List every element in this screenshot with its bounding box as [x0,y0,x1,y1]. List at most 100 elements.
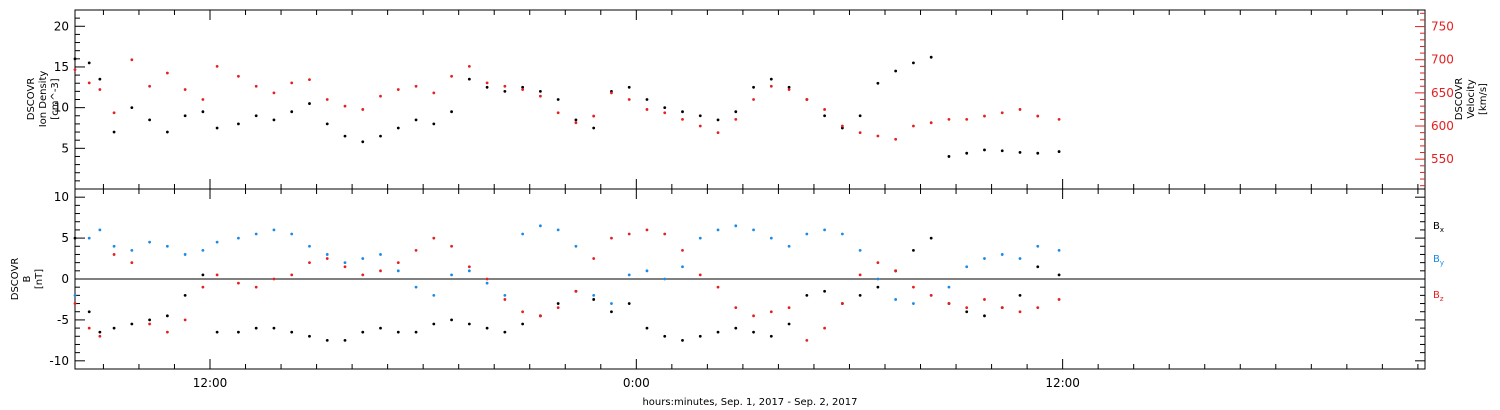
ion-density-point [361,140,365,144]
ion-density-point [379,134,382,138]
velocity-point [450,74,453,78]
by-point [485,281,489,285]
bx-point [752,330,755,334]
by-point [308,244,311,248]
by-point [361,257,365,260]
bz-point [983,298,986,301]
ion-density-point [627,85,631,89]
bz-point [432,236,436,240]
ion-density-point [165,130,169,134]
density-ylabel-line3: [cm^-3] [50,78,61,119]
bz-point [521,310,525,314]
by-point [215,240,219,244]
b-y-tick-label: 5 [61,231,69,245]
bz-point [450,244,453,248]
velocity-point [432,91,436,95]
ion-density-point [734,110,738,114]
velocity-y-tick-label: 550 [1431,152,1454,166]
bz-point [73,302,77,305]
bz-point [734,306,738,310]
velocity-point [237,74,240,78]
bz-point [130,261,134,265]
bx-point [681,338,684,342]
by-point [538,224,542,228]
velocity-point [787,88,791,91]
bx-point [521,322,525,326]
b-ylabel-line1: DSCOVR [10,258,21,301]
by-point [272,228,276,232]
by-point [379,253,382,256]
bx-point [823,289,827,293]
ion-density-point [485,85,489,89]
by-point [130,248,134,252]
ion-density-point [592,126,596,130]
velocity-ylabel-line1: DSCOVR [1454,78,1465,121]
bz-point [645,228,649,232]
ion-density-point [876,81,880,85]
ion-density-point [1000,149,1004,153]
velocity-point [183,88,187,91]
plasma-panel-frame [74,9,1426,190]
bx-point [201,273,205,277]
by-point [432,293,436,297]
by-point [343,261,347,265]
bz-point [627,232,631,236]
velocity-point [73,68,77,72]
ion-density-point [823,114,827,118]
ion-density-point [574,118,578,122]
by-point [1036,244,1040,248]
velocity-ylabel-line2: Velocity [1466,79,1477,118]
bx-point [912,248,915,252]
bx-point [237,330,240,334]
velocity-point [823,108,827,111]
velocity-point [215,64,219,68]
density-ylabel-line2: Ion Density [38,71,49,128]
field-data-points [73,224,1061,342]
bx-point [734,326,738,330]
ion-density-point [432,122,436,126]
bx-point [698,334,702,338]
bz-point [1000,306,1004,310]
bx-point [965,310,969,314]
velocity-point [485,81,489,85]
bx-point [73,236,77,240]
by-point [965,265,969,269]
bx-point [1036,265,1040,269]
bx-point [343,338,347,342]
by-point [716,228,720,232]
velocity-point [538,94,542,98]
by-point [876,277,880,281]
bz-point [840,302,844,305]
velocity-point [98,88,102,91]
bz-point [325,257,329,260]
velocity-point [130,58,134,62]
velocity-point [556,111,560,115]
by-point [858,248,862,252]
velocity-point [698,124,702,128]
ion-density-point [840,126,844,130]
density-y-tick-label: 5 [61,141,69,155]
velocity-point [574,121,578,125]
bx-point [130,322,134,326]
bx-point [325,338,329,342]
bx-point [165,314,169,318]
velocity-point [912,124,915,128]
by-point [912,302,915,305]
bx-point [396,330,400,334]
by-point [1000,253,1004,256]
bz-point [787,306,791,310]
ion-density-point [215,126,219,130]
bx-point [983,314,986,318]
x-tick-label: 12:00 [193,376,228,390]
bz-point [165,330,169,334]
by-point [840,232,844,236]
velocity-point [769,84,773,88]
bz-point [361,273,365,277]
bx-point [769,334,773,338]
velocity-point [983,114,986,118]
bx-point [805,293,809,297]
ion-density-point [947,155,951,158]
ion-density-point [343,134,347,138]
bx-point [112,326,116,330]
ion-density-point [201,110,205,114]
